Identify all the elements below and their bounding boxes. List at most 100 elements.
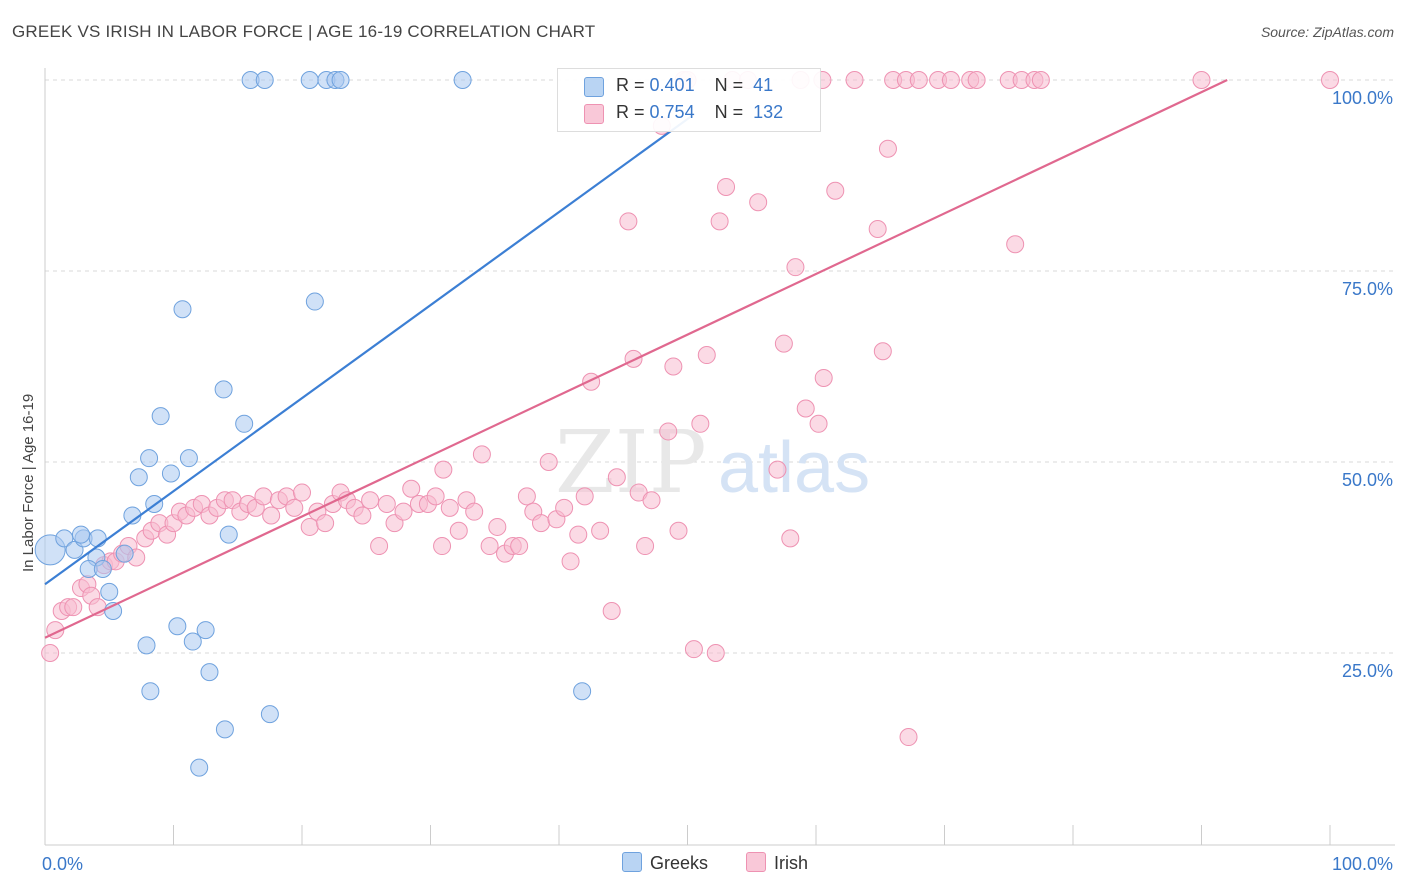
irish-point <box>300 517 319 536</box>
irish-point <box>659 422 678 441</box>
greeks-point <box>137 636 156 655</box>
greeks-point <box>235 414 254 433</box>
greeks-point <box>219 525 238 544</box>
greeks-point <box>196 621 215 640</box>
greeks-point <box>141 682 160 701</box>
greeks-point <box>93 559 112 578</box>
gridlines <box>45 79 1395 654</box>
irish-point <box>480 537 499 556</box>
tick-labels: 25.0% 50.0% 75.0% 100.0% 0.0% 100.0% <box>42 88 1393 874</box>
irish-point <box>796 399 815 418</box>
legend-greeks-r: 0.401 <box>649 75 695 95</box>
irish-point <box>262 506 281 525</box>
greeks-swatch <box>622 852 642 872</box>
greeks-point <box>179 449 198 468</box>
source-label: Source: ZipAtlas.com <box>1260 24 1394 40</box>
irish-point <box>472 445 491 464</box>
bottom-legend-greeks: Greeks <box>622 852 708 874</box>
x-tick-label-min: 0.0% <box>42 854 83 874</box>
irish-point <box>488 517 507 536</box>
irish-point <box>697 346 716 365</box>
irish-point <box>1031 71 1050 89</box>
irish-point <box>561 552 580 571</box>
irish-point <box>607 468 626 487</box>
irish-point <box>669 521 688 540</box>
irish-point <box>781 529 800 548</box>
irish-point <box>602 601 621 620</box>
irish-point <box>809 414 828 433</box>
greeks-points <box>34 71 592 777</box>
greeks-point <box>129 468 148 487</box>
irish-point <box>465 502 484 521</box>
bottom-legend-irish: Irish <box>746 852 808 874</box>
irish-point <box>786 258 805 277</box>
irish-point <box>539 453 558 471</box>
irish-point <box>361 491 380 510</box>
irish-point <box>878 139 897 158</box>
irish-point <box>532 514 551 533</box>
irish-point <box>1321 71 1339 89</box>
irish-point <box>873 342 892 361</box>
watermark-atlas: atlas <box>718 428 870 508</box>
correlation-legend: R = 0.401 N = 41 R = 0.754 N = 132 <box>557 68 821 132</box>
irish-point <box>664 357 683 376</box>
greeks-point <box>151 407 170 426</box>
greeks-point <box>190 758 209 777</box>
legend-irish-n: 132 <box>753 102 784 122</box>
greeks-point <box>260 705 279 724</box>
y-tick-label: 75.0% <box>1342 279 1393 299</box>
irish-points <box>41 71 1339 747</box>
greeks-swatch <box>584 77 604 97</box>
x-tick-label-max: 100.0% <box>1332 854 1393 874</box>
greeks-point <box>161 464 180 483</box>
irish-point <box>353 506 372 525</box>
irish-point <box>717 177 736 196</box>
y-tick-label: 50.0% <box>1342 470 1393 490</box>
greeks-point <box>214 380 233 399</box>
legend-n-label: N = <box>714 75 744 95</box>
irish-point <box>619 212 638 231</box>
legend-greeks-n: 41 <box>753 75 774 95</box>
greeks-point <box>573 682 592 701</box>
irish-point <box>706 644 725 662</box>
greeks-point <box>200 663 219 682</box>
legend-r-label: R = <box>616 102 645 122</box>
chart-title: GREEK VS IRISH IN LABOR FORCE | AGE 16-1… <box>12 22 596 41</box>
irish-point <box>1006 235 1025 254</box>
irish-point <box>293 483 311 502</box>
greeks-point <box>140 449 159 468</box>
trend-lines <box>44 79 1228 639</box>
greeks-point <box>300 71 319 89</box>
greeks-point <box>453 71 472 89</box>
greeks-point <box>55 529 74 548</box>
irish-point <box>440 498 459 517</box>
greeks-trend-line <box>44 113 695 586</box>
greeks-point <box>168 617 187 636</box>
irish-trend-line <box>44 79 1228 639</box>
bottom-legend-irish-label: Irish <box>774 853 809 873</box>
bottom-legend-greeks-label: Greeks <box>650 853 709 873</box>
irish-point <box>710 212 729 231</box>
irish-point <box>768 460 787 479</box>
irish-point <box>774 334 793 353</box>
irish-point <box>575 487 594 506</box>
irish-point <box>868 219 887 238</box>
legend-n-label: N = <box>714 102 744 122</box>
irish-point <box>433 537 452 556</box>
irish-point <box>899 728 918 747</box>
greeks-point <box>305 292 324 311</box>
irish-point <box>316 514 335 533</box>
irish-swatch <box>584 104 604 124</box>
y-tick-label: 25.0% <box>1342 661 1393 681</box>
irish-point <box>449 521 468 540</box>
irish-point <box>377 495 396 514</box>
y-tick-label: 100.0% <box>1332 88 1393 108</box>
irish-point <box>684 640 703 659</box>
irish-swatch <box>746 852 766 872</box>
irish-point <box>402 479 421 498</box>
irish-point <box>941 71 960 89</box>
irish-point <box>254 487 273 506</box>
greeks-point <box>331 71 350 89</box>
irish-point <box>285 498 304 517</box>
